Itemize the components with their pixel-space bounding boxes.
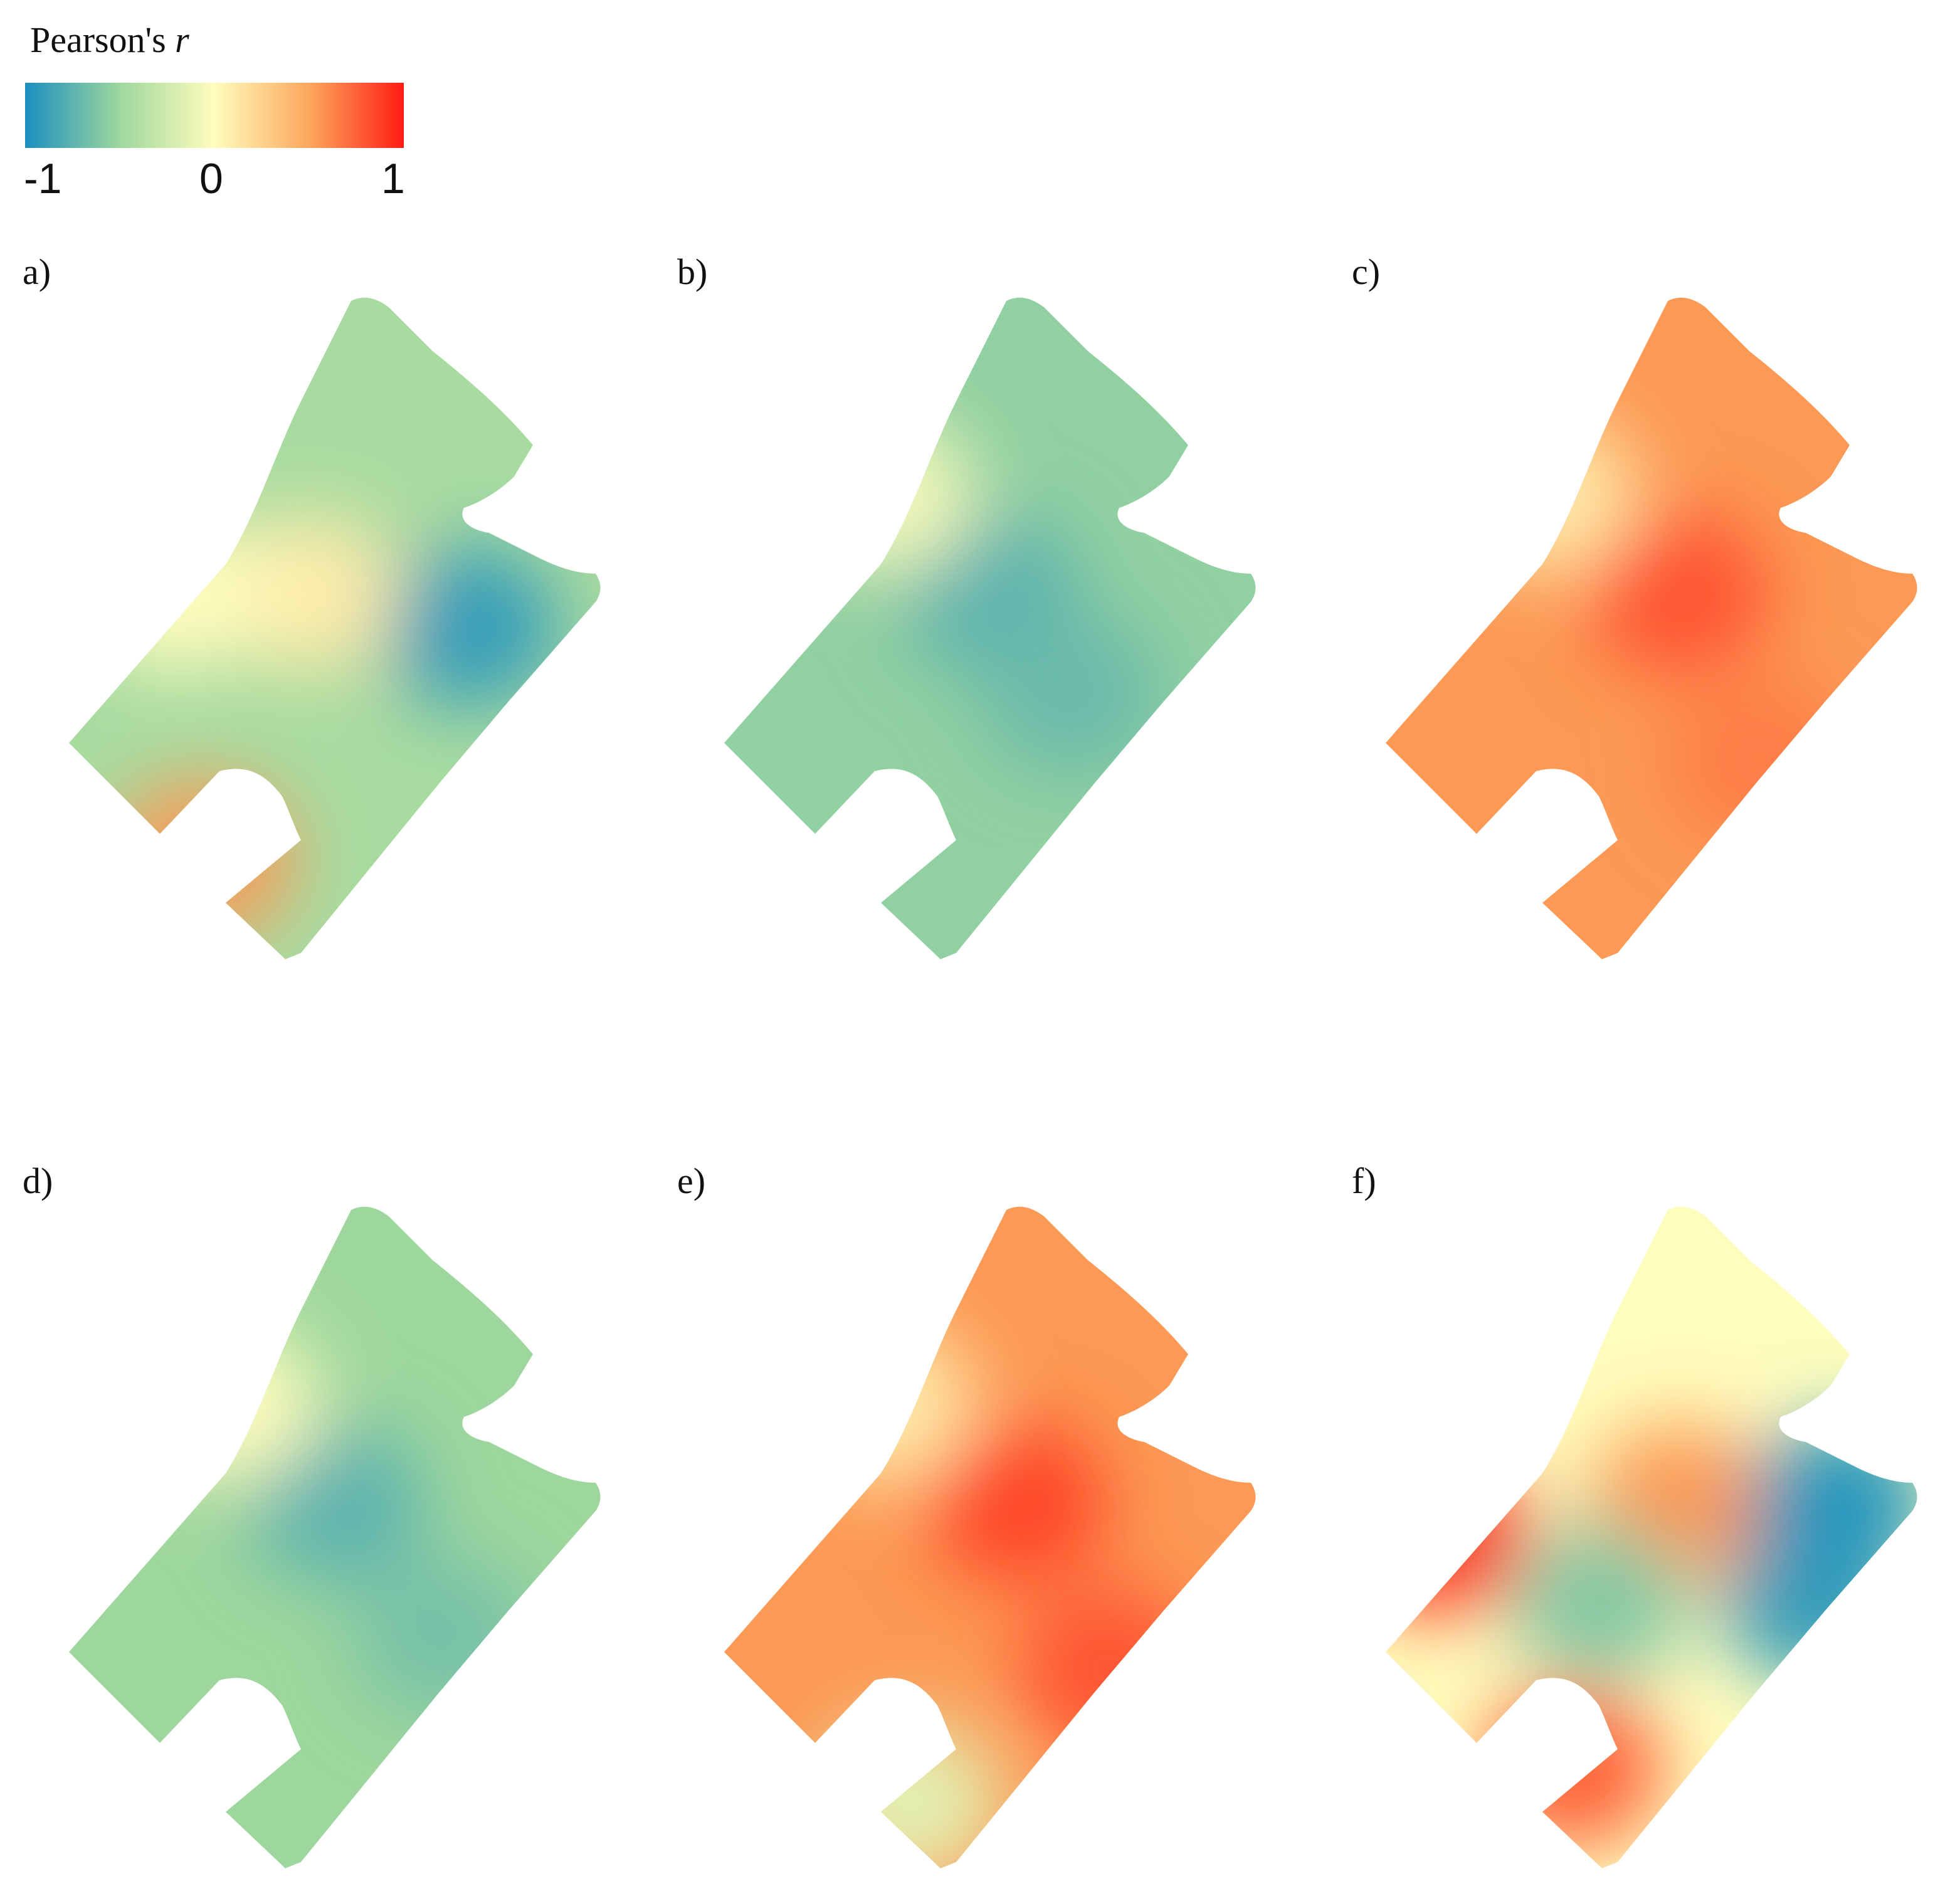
panel-label-e: e) <box>677 1160 706 1201</box>
map-panel-a <box>69 297 601 960</box>
map-panel-f <box>1386 1206 1917 1869</box>
correlation-zone-f-1 <box>1386 1456 1530 1616</box>
colorbar-tick-max: 1 <box>381 155 405 203</box>
correlation-zone-b-2 <box>980 613 1161 774</box>
panel-label-a: a) <box>23 251 51 292</box>
correlation-zone-e-2 <box>793 1323 975 1483</box>
correlation-zone-e-3 <box>820 1722 1001 1869</box>
colorbar <box>25 83 404 148</box>
map-panel-c <box>1386 297 1917 960</box>
correlation-zone-d-1 <box>138 1323 320 1483</box>
correlation-zone-f-3 <box>1508 1522 1690 1683</box>
correlation-zone-a-0 <box>378 547 559 707</box>
legend-title-variable: r <box>175 19 189 60</box>
correlation-zone-f-5 <box>1748 1423 1917 1583</box>
colorbar-tick-min: -1 <box>24 155 62 203</box>
correlation-zone-f-4 <box>1482 1688 1663 1849</box>
map-panel-b <box>724 297 1256 960</box>
correlation-zone-c-2 <box>1668 680 1850 840</box>
correlation-zone-d-2 <box>351 1555 533 1716</box>
correlation-zone-c-0 <box>1588 513 1769 674</box>
correlation-zone-a-1 <box>218 513 399 674</box>
map-panel-d <box>69 1206 601 1869</box>
panel-label-b: b) <box>677 251 708 292</box>
correlation-zone-d-0 <box>245 1423 426 1583</box>
legend-title: Pearson's r <box>30 19 189 61</box>
colorbar-gradient <box>25 83 404 148</box>
correlation-zone-a-3 <box>85 513 266 674</box>
map-panel-e <box>724 1206 1256 1869</box>
panel-label-f: f) <box>1352 1160 1376 1201</box>
legend-title-text: Pearson's <box>30 19 176 60</box>
panel-label-c: c) <box>1352 251 1381 292</box>
correlation-zone-b-1 <box>793 414 975 574</box>
panel-label-d: d) <box>23 1160 53 1201</box>
correlation-zone-a-2 <box>112 779 293 940</box>
correlation-zone-e-0 <box>927 1423 1108 1583</box>
colorbar-tick-mid: 0 <box>199 155 223 203</box>
correlation-zone-e-1 <box>1017 1589 1199 1749</box>
correlation-zone-c-1 <box>1455 414 1636 574</box>
